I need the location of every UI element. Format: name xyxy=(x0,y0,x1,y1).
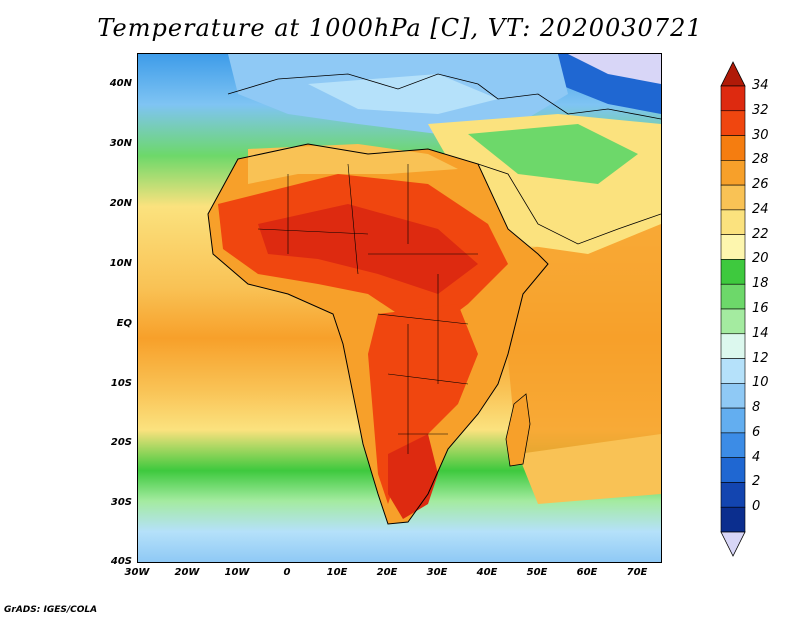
lat-tick-label: 10S xyxy=(110,378,132,389)
colorbar-label: 8 xyxy=(752,400,761,416)
country-borders xyxy=(257,163,478,454)
lat-tick-label: 20N xyxy=(109,198,132,209)
lat-tick-label: 10N xyxy=(109,258,132,269)
colorbar-cell xyxy=(720,383,746,409)
lon-tick-label: 40E xyxy=(476,567,498,578)
temperature-map xyxy=(137,53,662,563)
europe-coastline xyxy=(227,73,661,120)
colorbar-strip xyxy=(720,61,746,557)
colorbar-label: 30 xyxy=(752,127,769,143)
colorbar-label: 32 xyxy=(752,102,769,118)
colorbar-label: 16 xyxy=(752,301,769,316)
colorbar-cell xyxy=(720,259,746,285)
lon-tick-label: 20E xyxy=(376,567,398,578)
lon-tick-label: 70E xyxy=(626,567,648,578)
colorbar-label: 12 xyxy=(752,350,769,366)
colorbar-label: 14 xyxy=(752,325,769,341)
colorbar-label: 4 xyxy=(752,449,761,465)
lat-tick-label: 40S xyxy=(110,556,132,567)
colorbar-cell xyxy=(720,407,746,434)
colorbar-label: 10 xyxy=(752,375,769,391)
madagascar xyxy=(505,393,531,467)
colorbar-cell xyxy=(720,457,746,483)
colorbar-label: 34 xyxy=(752,78,769,93)
colorbar-cell xyxy=(720,283,746,310)
indian-ocean-warm xyxy=(498,224,661,474)
arabia-coastline xyxy=(477,163,661,245)
colorbar-label: 18 xyxy=(752,276,769,292)
lon-tick-label: 10E xyxy=(326,567,348,578)
map-title: Temperature at 1000hPa [C], VT: 20200307… xyxy=(97,14,703,42)
colorbar-cell xyxy=(720,506,746,533)
colorbar-cell xyxy=(720,333,746,359)
colorbar-label: 6 xyxy=(752,424,761,440)
lat-tick-label: 30S xyxy=(110,497,132,508)
colorbar-label: 26 xyxy=(752,177,769,193)
colorbar-label: 28 xyxy=(752,152,769,168)
lon-tick-label: 30E xyxy=(426,567,448,578)
lon-tick-label: 60E xyxy=(576,567,598,578)
lat-tick-label: 30N xyxy=(109,138,132,149)
africa-coastline xyxy=(207,143,549,525)
colorbar-top-arrow xyxy=(720,61,746,87)
indian-ocean-mild xyxy=(518,434,661,504)
colorbar-cell xyxy=(720,234,746,260)
sahara-north xyxy=(248,144,458,184)
colorbar-cell xyxy=(720,110,746,136)
lon-tick-label: 10W xyxy=(224,567,250,578)
colorbar-label: 24 xyxy=(752,201,769,217)
colorbar-cell xyxy=(720,482,746,508)
lon-tick-label: 20W xyxy=(174,567,200,578)
colorbar-label: 2 xyxy=(752,474,761,490)
lat-tick-label: EQ xyxy=(116,318,132,329)
footer-credit: GrADS: IGES/COLA xyxy=(4,605,98,615)
colorbar-cell xyxy=(720,184,746,211)
mediterranean-light xyxy=(308,74,498,114)
colorbar-label: 0 xyxy=(752,499,761,515)
colorbar-cell xyxy=(720,160,746,186)
lon-tick-label: 0 xyxy=(283,567,291,578)
lon-tick-label: 30W xyxy=(124,567,150,578)
colorbar-cell xyxy=(720,85,746,112)
lat-tick-label: 20S xyxy=(110,437,132,448)
lon-tick-label: 50E xyxy=(526,567,548,578)
colorbar-cell xyxy=(720,135,746,161)
sahel-hottest xyxy=(258,204,478,294)
colorbar-label: 22 xyxy=(752,226,769,242)
cold-peak xyxy=(568,54,661,84)
colorbar-label: 20 xyxy=(752,251,769,267)
colorbar-cell xyxy=(720,358,746,384)
colorbar-cell xyxy=(720,209,746,235)
levant-field xyxy=(468,124,638,184)
temperature-field xyxy=(138,54,661,562)
lat-tick-label: 40N xyxy=(109,78,132,89)
colorbar-cell xyxy=(720,432,746,458)
colorbar-cell xyxy=(720,308,746,335)
colorbar-bottom-arrow xyxy=(720,531,746,557)
